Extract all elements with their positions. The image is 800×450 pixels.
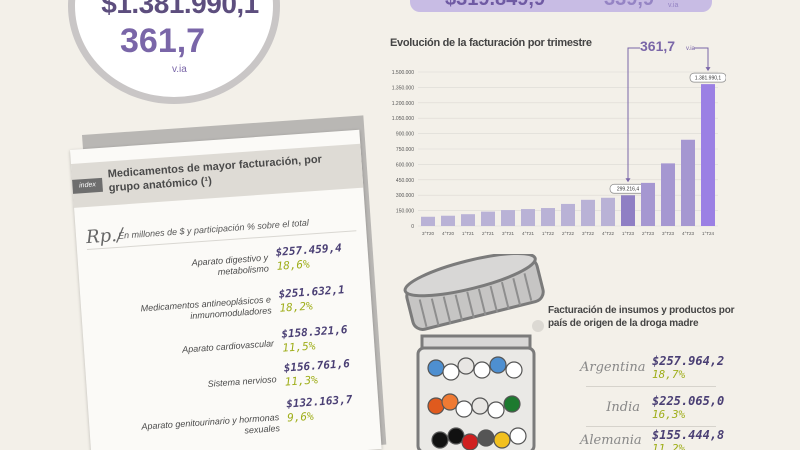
x-tick-label: 4°T20 xyxy=(442,231,455,236)
y-tick-label: 450.000 xyxy=(396,178,414,184)
growth-callout-value: 361,7 xyxy=(640,38,676,54)
bar xyxy=(441,215,455,226)
bar xyxy=(681,139,695,226)
bar xyxy=(421,216,435,226)
origin-value: $225.065,0 xyxy=(652,394,725,408)
rx-item: Sistema nervioso $156.761,6 11,3% xyxy=(86,355,375,389)
rx-item-name: Aparato genitourinario y hormonas sexual… xyxy=(141,412,281,436)
pills xyxy=(427,356,527,450)
growth-arrow-icon xyxy=(625,178,631,183)
rx-item-name: Medicamentos antineoplásicos e inmunomod… xyxy=(140,294,273,321)
rx-item-pct: 11,5% xyxy=(281,339,316,355)
y-tick-label: 1.200.000 xyxy=(392,101,414,107)
bar xyxy=(581,199,595,226)
x-tick-label: 2°T22 xyxy=(562,231,575,236)
bar xyxy=(641,182,655,226)
bar xyxy=(621,195,635,226)
bar xyxy=(461,214,475,226)
prescription-paper: index Medicamentos de mayor facturación,… xyxy=(70,129,382,450)
rx-item-pct: 18,2% xyxy=(279,299,314,315)
rx-item: Medicamentos antineoplásicos e inmunomod… xyxy=(81,281,370,321)
origin-value: $257.964,2 xyxy=(652,354,725,368)
y-tick-label: 300.000 xyxy=(396,193,414,199)
index-tag: index xyxy=(72,177,103,194)
origin-pct: 16,3% xyxy=(652,408,686,421)
chart-title: Evolución de la facturación por trimestr… xyxy=(390,37,592,49)
rx-item-value: $257.459,4 xyxy=(275,241,343,259)
origin-pct: 18,7% xyxy=(652,368,686,381)
x-tick-label: 3°T22 xyxy=(582,231,595,236)
x-tick-label: 2°T23 xyxy=(642,231,655,236)
x-tick-label: 1°T22 xyxy=(542,231,555,236)
x-tick-label: 3°T23 xyxy=(662,231,675,236)
x-tick-label: 3°T21 xyxy=(502,231,515,236)
x-tick-label: 3°T20 xyxy=(422,231,435,236)
y-tick-label: 1.350.000 xyxy=(392,85,414,91)
y-tick-label: 600.000 xyxy=(396,162,414,168)
y-tick-label: 1.500.000 xyxy=(392,70,414,76)
pill-right-value: 339,9 xyxy=(604,0,654,11)
y-tick-label: 150.000 xyxy=(396,209,414,215)
bar-data-label-box xyxy=(689,72,726,83)
growth-callout-unit: v.ia xyxy=(686,46,695,52)
top-pill xyxy=(410,0,712,12)
growth-bracket-right xyxy=(694,47,709,71)
pill-left-value: $319.849,9 xyxy=(445,0,545,11)
growth-bracket-left xyxy=(627,47,640,182)
bar xyxy=(601,197,615,226)
total-growth-value: 361,7 xyxy=(120,22,206,60)
rx-item-pct: 11,3% xyxy=(284,373,319,389)
bar xyxy=(521,209,535,226)
rx-item-name: Aparato cardiovascular xyxy=(181,338,275,355)
pill-jar-illustration xyxy=(403,254,545,450)
origin-rule xyxy=(586,426,716,427)
x-tick-label: 2°T21 xyxy=(482,231,495,236)
rx-item-pct: 9,6% xyxy=(286,409,315,425)
y-tick-label: 750.000 xyxy=(396,147,414,153)
origin-title: Facturación de insumos y productos por p… xyxy=(548,305,735,329)
rx-item: Aparato genitourinario y hormonas sexual… xyxy=(88,391,377,436)
bar-data-label: 1.381.990,1 xyxy=(695,76,722,82)
growth-arrow-icon xyxy=(705,67,711,72)
x-tick-label: 4°T23 xyxy=(682,231,695,236)
bar xyxy=(481,211,495,226)
x-tick-label: 1°T23 xyxy=(622,231,635,236)
rx-item-name: Sistema nervioso xyxy=(207,374,277,389)
x-tick-label: 4°T21 xyxy=(522,231,535,236)
origin-value: $155.444,8 xyxy=(652,428,725,442)
jar-lid xyxy=(403,254,545,331)
pill-right-unit: v.ia xyxy=(668,2,679,9)
y-tick-label: 0 xyxy=(411,224,414,230)
bar xyxy=(561,203,575,226)
total-growth-unit: v.ia xyxy=(172,64,187,75)
rx-item-value: $132.163,7 xyxy=(285,392,353,411)
rx-item-value: $158.321,6 xyxy=(280,323,348,341)
origin-country: Alemania xyxy=(580,433,642,448)
total-amount: $1.381.990,1 xyxy=(101,0,259,19)
rx-item-pct: 18,6% xyxy=(276,257,311,273)
rx-item-value: $251.632,1 xyxy=(278,283,346,301)
bar xyxy=(661,163,675,226)
origin-country: Argentina xyxy=(580,360,646,375)
bar xyxy=(541,208,555,226)
bar xyxy=(701,84,715,226)
origin-pct: 11,2% xyxy=(652,442,686,450)
bar-data-label: 299.216,4 xyxy=(617,187,639,193)
y-tick-label: 900.000 xyxy=(396,132,414,138)
rx-item-name: Aparato digestivo y metabolismo xyxy=(191,252,270,277)
y-tick-label: 1.050.000 xyxy=(392,116,414,122)
origin-rule xyxy=(586,386,716,387)
quarterly-bar-chart: 0 150.000 300.000 450.000 600.000 750.000 900.… xyxy=(392,47,726,236)
x-tick-label: 1°T21 xyxy=(462,231,475,236)
x-tick-label: 1°T24 xyxy=(702,231,715,236)
x-tick-label: 4°T22 xyxy=(602,231,615,236)
bar xyxy=(501,210,515,226)
origin-bullet-icon xyxy=(532,320,544,332)
rx-item-value: $156.761,6 xyxy=(283,357,351,375)
prescription-note: En millones de $ y participación % sobre… xyxy=(117,217,310,241)
origin-country: India xyxy=(606,400,640,415)
